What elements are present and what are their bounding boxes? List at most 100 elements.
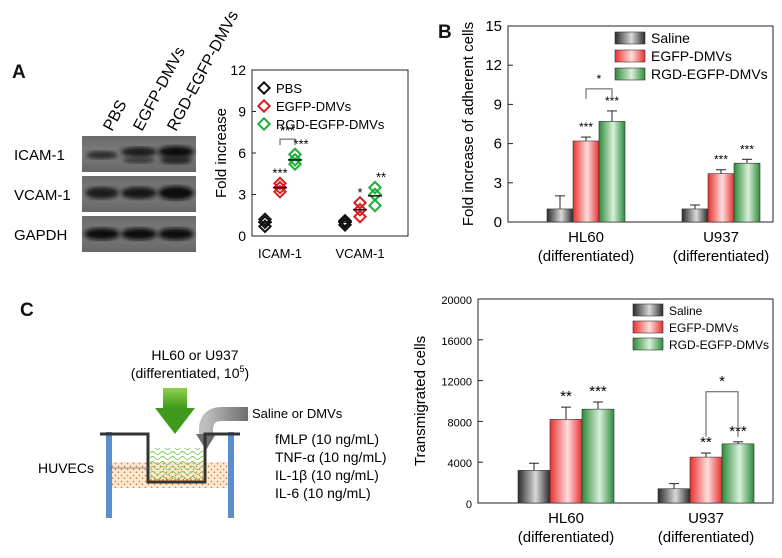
chart-bar (721, 443, 755, 504)
chart-a-xtick-label: ICAM-1 (258, 246, 302, 261)
chart-a-point (337, 213, 353, 228)
chart-sig: *** (605, 94, 619, 108)
panel-label-b: B (438, 22, 452, 43)
chart-a-point (257, 215, 273, 230)
diagram-cells-line2: (differentiated, 105) (131, 364, 249, 381)
chart-a-point (272, 176, 288, 191)
chart-a-legend-label: EGFP-DMVs (276, 99, 352, 114)
chart-ylabel: Transmigrated cells (412, 336, 429, 466)
cells-arrow (155, 388, 195, 434)
chart-legend-swatch (614, 49, 646, 63)
chart-legend-swatch (632, 320, 664, 334)
chart-xtick-label: HL60 (568, 229, 604, 246)
blot-strip-icam (82, 136, 196, 172)
chart-xtick-label: (differentiated) (538, 248, 634, 265)
chart-legend-label: Saline (669, 304, 703, 318)
chart-legend-swatch (614, 67, 646, 81)
chart-legend-swatch (614, 31, 646, 45)
blot-row-label-vcam: VCAM-1 (14, 187, 71, 204)
chart-a-xtick-label: VCAM-1 (335, 246, 384, 261)
chart-ytick-label: 4000 (448, 458, 472, 470)
chart-frame (507, 25, 774, 223)
chart-frame (477, 298, 774, 504)
chart-a-point (367, 198, 383, 213)
chart-a-point (287, 147, 303, 162)
chart-ytick-label: 8000 (448, 417, 472, 429)
chart-sig: *** (579, 120, 593, 134)
chart-ytick-label: 9 (494, 96, 502, 113)
chart-a-sig: *** (272, 165, 287, 180)
chart-bar (572, 140, 600, 223)
chemo-line-1: fMLP (10 ng/mL) (275, 431, 379, 447)
chart-a-legend-label: RGD-EGFP-DMVs (276, 117, 385, 132)
chart-a-point (287, 156, 303, 172)
chart-sig: *** (589, 383, 607, 400)
cell-layer (150, 448, 204, 480)
chemo-line-4: IL-6 (10 ng/mL) (275, 485, 371, 501)
transwell-insert (100, 432, 240, 484)
chart-ytick-label: 20000 (441, 295, 472, 307)
panel-label-a: A (12, 62, 26, 83)
chart-xtick-label: U937 (688, 510, 724, 527)
chart-a-sig: * (357, 185, 362, 200)
chart-bar (598, 121, 626, 223)
chart-legend-label: RGD-EGFP-DMVs (669, 338, 769, 352)
chart-a-ytick-label: 3 (238, 187, 246, 203)
chart-a-legend-marker (256, 98, 272, 114)
chart-xtick-label: (differentiated) (658, 529, 754, 546)
chart-ytick-label: 15 (485, 18, 502, 35)
chart-ytick-label: 12 (485, 57, 502, 74)
chart-ytick-label: 3 (494, 175, 502, 192)
chart-a-point (272, 184, 288, 199)
chart-sig: *** (740, 142, 754, 156)
chart-a-point (272, 180, 288, 195)
chart-a-legend-label: PBS (276, 81, 302, 96)
chemo-line-2: TNF-α (10 ng/mL) (275, 449, 387, 465)
chart-ylabel: Fold increase of adherent cells (460, 22, 477, 226)
chart-a-legend-marker (256, 116, 272, 132)
chart-legend-label: EGFP-DMVs (651, 48, 732, 64)
chart-a-point (367, 180, 383, 195)
chart-bar (581, 408, 615, 504)
chart-xtick-label: U937 (703, 229, 739, 246)
chart-legend-label: EGFP-DMVs (669, 321, 738, 335)
chart-legend-swatch (632, 337, 664, 351)
blot-strip-gapdh (82, 216, 196, 252)
blot-strip-vcam (82, 176, 196, 212)
chart-a-ytick-label: 12 (230, 62, 246, 78)
chart-xtick-label: (differentiated) (673, 248, 769, 265)
chart-bar (517, 470, 551, 504)
chart-a-ytick-label: 9 (238, 104, 246, 120)
chart-a-ytick-label: 0 (238, 228, 246, 244)
diagram-cells-line1: HL60 or U937 (151, 347, 238, 363)
diagram-huvecs-label: HUVECs (38, 460, 94, 476)
chart-bar (549, 419, 583, 504)
chart-a-ylabel: Fold increase (213, 108, 230, 198)
chart-ytick-label: 6 (494, 136, 502, 153)
chart-a-sig: ** (376, 170, 386, 185)
chart-legend-label: RGD-EGFP-DMVs (651, 66, 768, 82)
blot-row-label-icam: ICAM-1 (14, 147, 65, 164)
panel-label-c: C (20, 300, 34, 321)
chart-a-bracket-label: *** (280, 123, 295, 138)
chart-legend-swatch (632, 303, 664, 317)
chart-a-sig: *** (293, 136, 308, 151)
diagram-treatment-label: Saline or DMVs (252, 406, 343, 421)
chemo-line-3: IL-1β (10 ng/mL) (275, 467, 379, 483)
chart-a-bracket (279, 138, 296, 146)
chart-ytick-label: 16000 (441, 336, 472, 348)
chart-a-legend-marker (256, 80, 272, 96)
chart-sig: *** (714, 153, 728, 167)
chart-legend-label: Saline (651, 30, 690, 46)
chart-a-point (352, 195, 368, 210)
chart-a-ytick-label: 6 (238, 145, 246, 161)
chart-bracket (585, 88, 613, 99)
chart-bar (733, 162, 761, 223)
diagram-cells-exponent: 5 (240, 364, 245, 374)
blot-row-label-gapdh: GAPDH (14, 227, 67, 244)
